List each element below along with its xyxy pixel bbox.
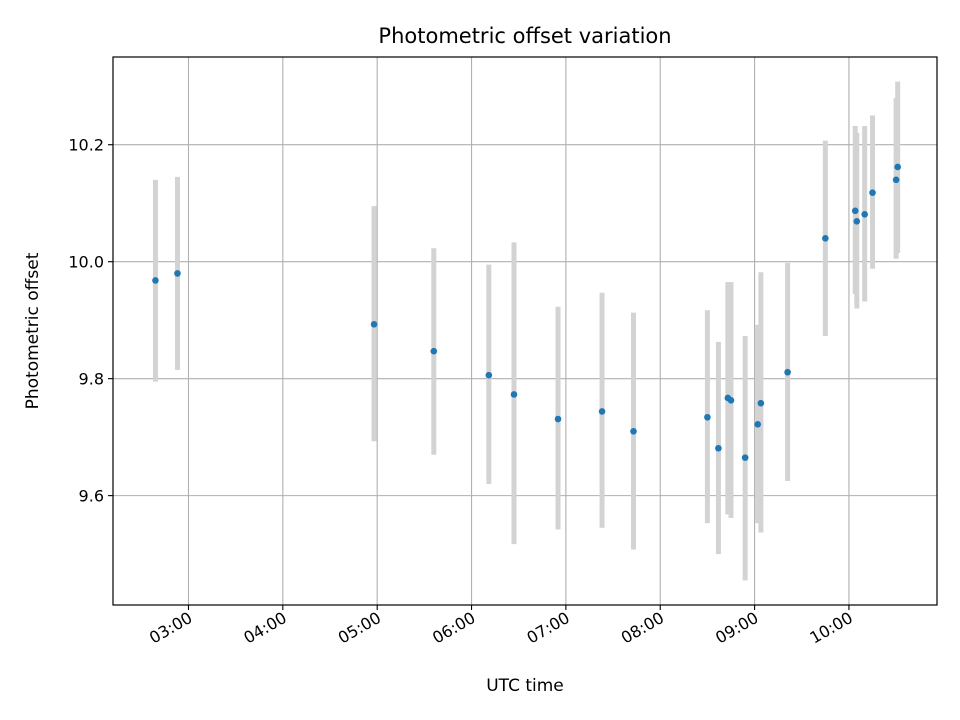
- data-point: [430, 347, 438, 355]
- data-point: [853, 218, 861, 225]
- data-point: [598, 408, 606, 415]
- data-point: [715, 444, 722, 452]
- data-point: [869, 189, 876, 196]
- data-point: [370, 320, 378, 328]
- data-point: [861, 211, 868, 218]
- data-point: [892, 176, 900, 184]
- data-point: [485, 371, 493, 379]
- y-tick-label: 10.2: [68, 136, 104, 155]
- y-tick-label: 9.6: [79, 487, 104, 506]
- plot-frame: [112, 56, 938, 606]
- data-point: [741, 454, 749, 461]
- data-point: [851, 207, 859, 215]
- data-point: [784, 368, 791, 376]
- y-tick-label: 10.0: [68, 253, 104, 272]
- data-points: [152, 163, 901, 461]
- data-point: [152, 277, 159, 284]
- data-point: [894, 163, 901, 171]
- y-tick-label: 9.8: [79, 370, 104, 389]
- chart-title: Photometric offset variation: [378, 24, 671, 48]
- data-point: [704, 413, 711, 421]
- data-point: [822, 235, 829, 242]
- data-point: [754, 420, 762, 428]
- data-point: [630, 428, 637, 435]
- y-axis-label: Photometric offset: [23, 252, 43, 409]
- data-point: [554, 415, 562, 423]
- x-axis-label: UTC time: [486, 676, 564, 696]
- data-point: [174, 270, 181, 277]
- grid: [113, 57, 937, 605]
- data-point: [757, 399, 765, 407]
- data-point: [727, 397, 735, 404]
- data-point: [510, 391, 518, 398]
